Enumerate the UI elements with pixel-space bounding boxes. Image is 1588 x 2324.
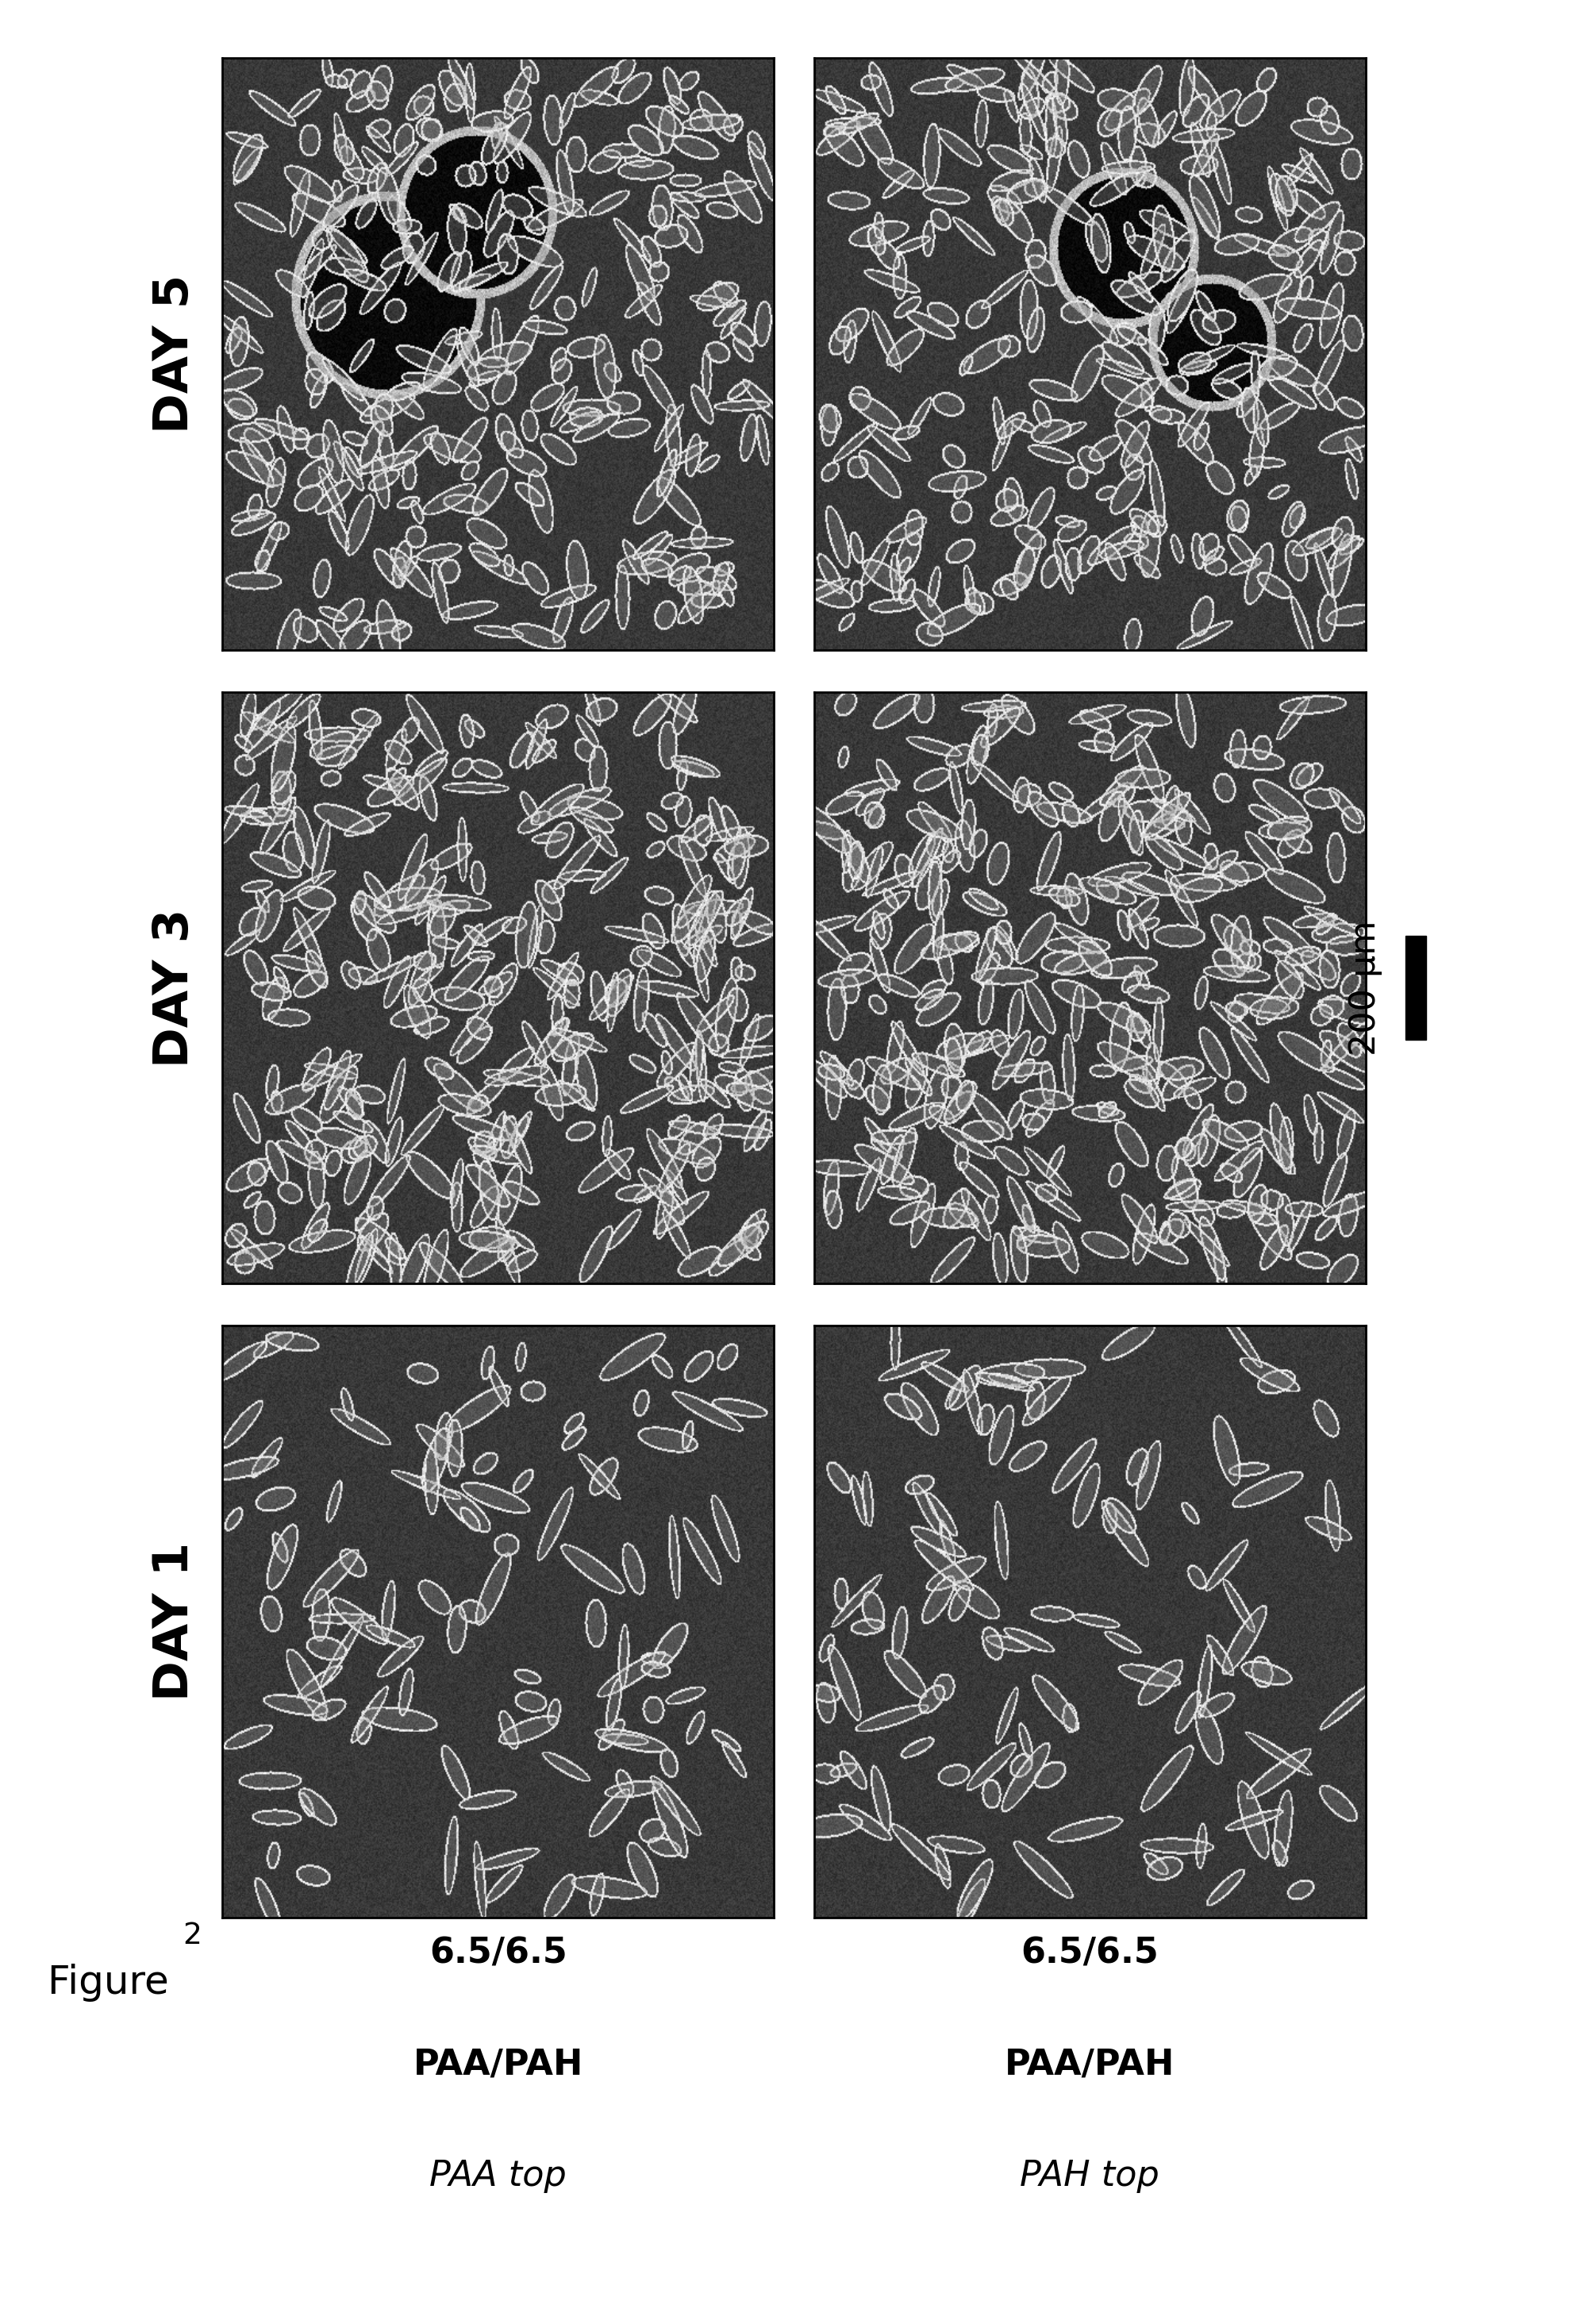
Text: DAY 3: DAY 3 [152, 909, 198, 1067]
Text: PAA/PAH: PAA/PAH [1005, 2047, 1175, 2082]
Text: PAA top: PAA top [430, 2159, 567, 2194]
Text: 6.5/6.5: 6.5/6.5 [1021, 1936, 1159, 1971]
Text: PAH top: PAH top [1019, 2159, 1159, 2194]
Text: 2: 2 [183, 1922, 202, 1950]
Text: 6.5/6.5: 6.5/6.5 [429, 1936, 567, 1971]
Text: Figure: Figure [48, 1964, 181, 2001]
Text: DAY 5: DAY 5 [152, 274, 198, 435]
Text: PAA/PAH: PAA/PAH [413, 2047, 583, 2082]
Text: 200 μm: 200 μm [1348, 920, 1383, 1055]
Text: DAY 1: DAY 1 [152, 1541, 198, 1701]
